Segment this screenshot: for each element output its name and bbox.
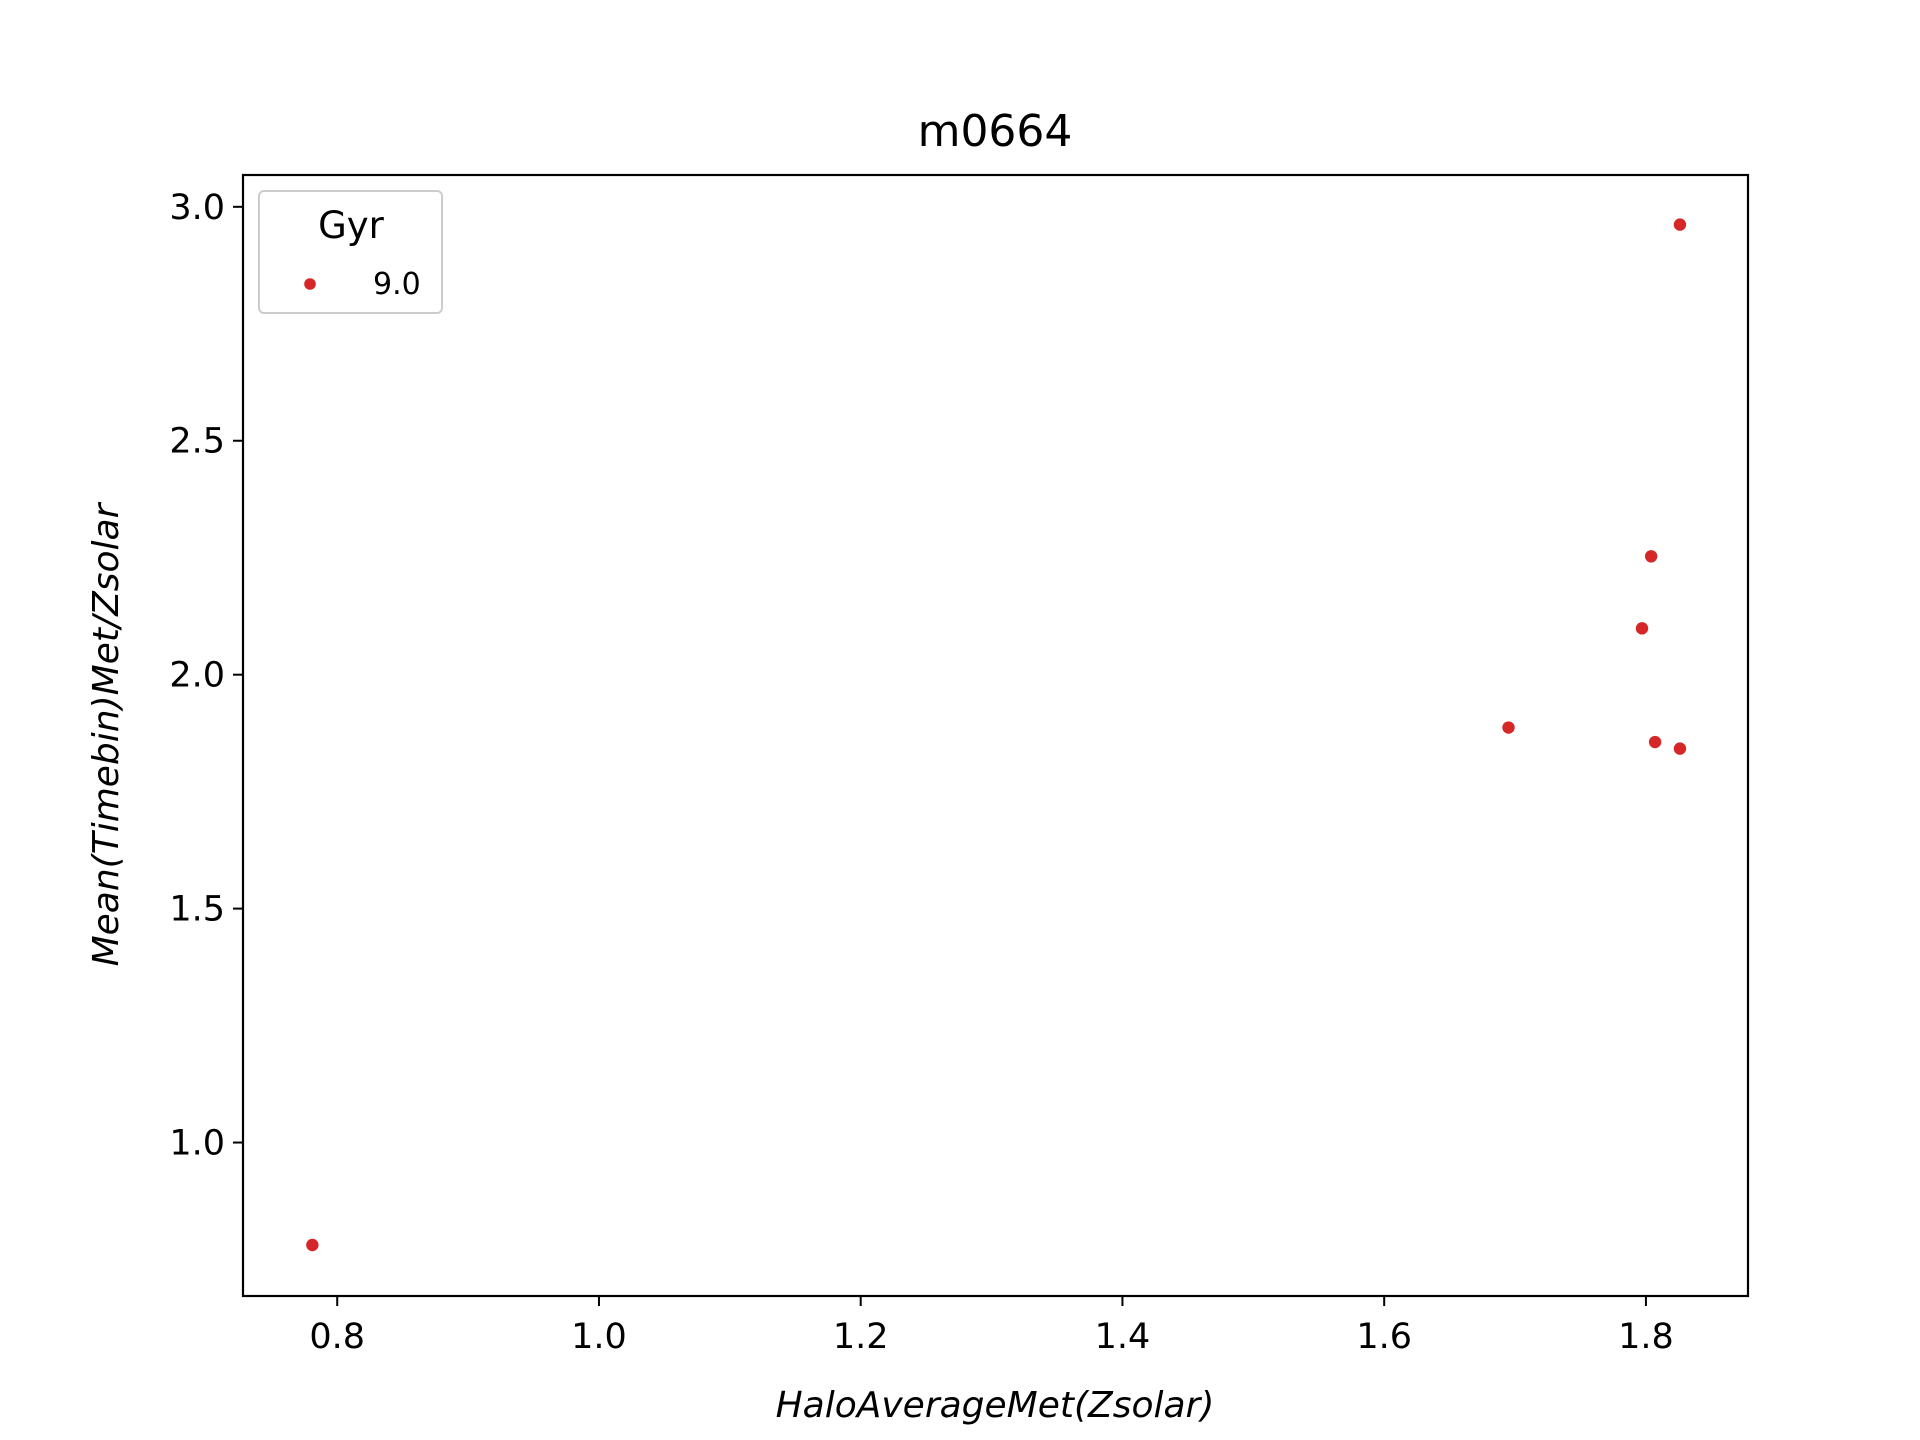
x-tick-label: 1.8 (1618, 1317, 1674, 1357)
data-point (1673, 218, 1687, 231)
y-tick-label: 3.0 (169, 188, 225, 228)
legend: Gyr 9.0 (258, 190, 443, 314)
legend-title: Gyr (318, 204, 385, 247)
y-tick-label: 1.5 (169, 890, 225, 930)
data-point (1644, 550, 1658, 563)
x-tick-label: 0.8 (309, 1317, 365, 1357)
data-point (1648, 735, 1662, 749)
x-tick-label: 1.0 (571, 1317, 627, 1357)
data-point (306, 1238, 319, 1252)
x-tick-label: 1.6 (1356, 1317, 1412, 1357)
data-point (1635, 622, 1649, 635)
plot-area-frame (241, 173, 1750, 1298)
x-tick-label: 1.4 (1095, 1317, 1151, 1357)
data-point (1673, 742, 1687, 755)
y-axis: 1.0 1.5 2.0 2.5 3.0 (169, 188, 243, 1164)
y-tick-label: 2.5 (169, 422, 225, 462)
legend-entry-label: 9.0 (373, 267, 421, 302)
y-tick-label: 2.0 (169, 656, 225, 696)
y-axis-label: Mean(Timebin)Met/Zsolar (86, 501, 127, 966)
x-tick-label: 1.2 (833, 1317, 889, 1357)
x-axis-label: HaloAverageMet(Zsolar) (776, 1385, 1215, 1426)
y-tick-label: 1.0 (169, 1124, 225, 1164)
x-axis: 0.8 1.0 1.2 1.4 1.6 1.8 (309, 1296, 1674, 1357)
chart-title: m0664 (918, 106, 1073, 157)
data-points (306, 218, 1687, 1252)
legend-marker (304, 278, 316, 290)
data-point (1502, 721, 1515, 734)
